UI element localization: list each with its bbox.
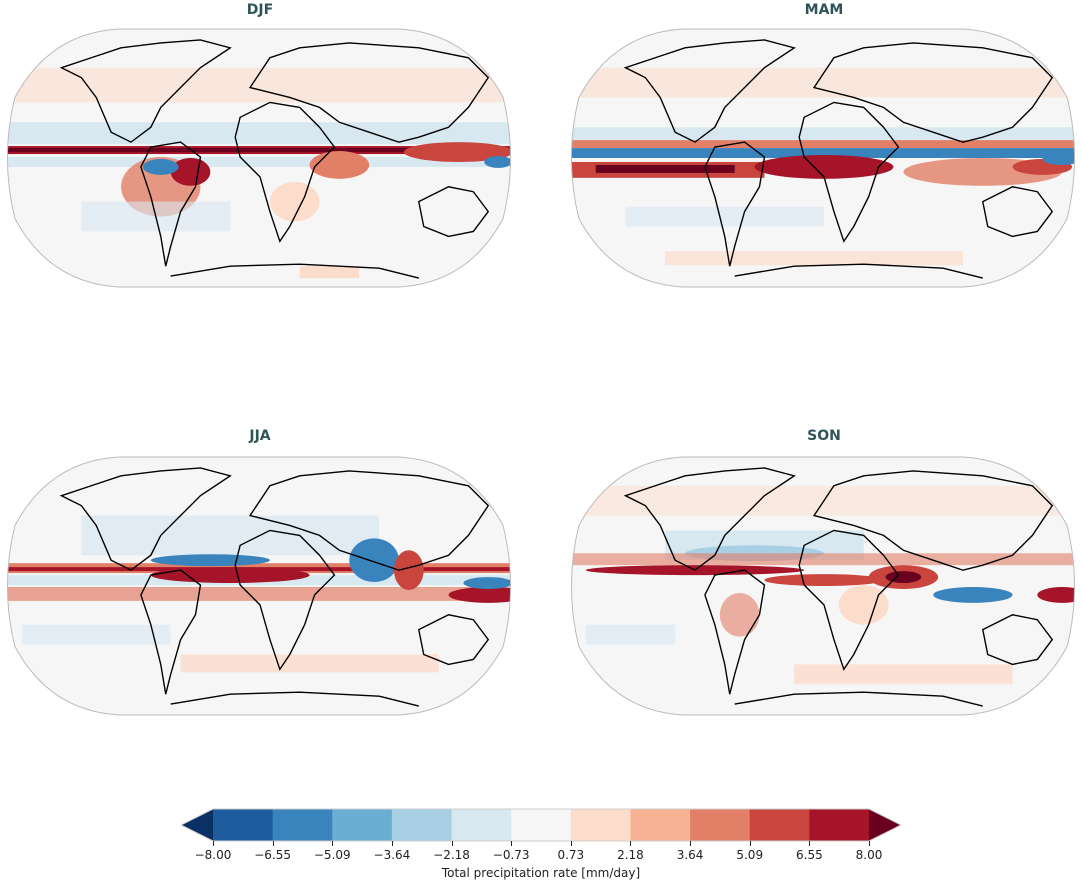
colorbar-segment bbox=[749, 809, 810, 841]
colorbar-tick-label: −2.18 bbox=[433, 848, 470, 862]
panel-title: DJF bbox=[246, 2, 274, 18]
world-map bbox=[6, 456, 512, 716]
colorbar-tick-label: 0.73 bbox=[557, 848, 585, 862]
panel-title: MAM bbox=[804, 2, 844, 18]
colorbar-segment bbox=[391, 809, 453, 841]
world-map bbox=[570, 28, 1076, 288]
colorbar-tick-mark bbox=[511, 841, 513, 846]
colorbar-tick-mark bbox=[332, 841, 334, 846]
colorbar-tick-mark bbox=[570, 841, 572, 846]
colorbar-tick-label: −3.64 bbox=[373, 848, 411, 862]
colorbar-tick-mark bbox=[391, 841, 393, 846]
colorbar-tick-label: −0.73 bbox=[492, 848, 530, 862]
colorbar-tick-mark bbox=[869, 841, 870, 846]
colorbar-tick-label: −6.55 bbox=[254, 848, 292, 862]
colorbar-tick-mark bbox=[272, 841, 274, 846]
colorbar-segment bbox=[272, 809, 333, 841]
colorbar-segment bbox=[570, 809, 631, 841]
world-map bbox=[6, 28, 512, 288]
colorbar-tick-label: 8.00 bbox=[855, 848, 883, 862]
colorbar-tick-label: 2.18 bbox=[617, 848, 644, 862]
colorbar-segment bbox=[690, 809, 751, 841]
colorbar-segment bbox=[511, 809, 572, 841]
colorbar-tick-mark bbox=[749, 841, 751, 846]
colorbar-over-triangle bbox=[869, 809, 901, 841]
colorbar-tick-mark bbox=[451, 841, 453, 846]
map-djf bbox=[0, 28, 518, 288]
colorbar-segment bbox=[332, 809, 393, 841]
colorbar-tick-mark bbox=[809, 841, 811, 846]
colorbar-segment bbox=[809, 809, 870, 841]
colorbar-label: Total precipitation rate [mm/day] bbox=[441, 866, 641, 880]
world-map bbox=[570, 456, 1076, 716]
colorbar-scale bbox=[179, 808, 903, 842]
colorbar-tick-label: 5.09 bbox=[736, 848, 764, 862]
panel-title: JJA bbox=[249, 428, 271, 444]
colorbar-segment bbox=[630, 809, 691, 841]
colorbar-tick-label: 3.64 bbox=[676, 848, 704, 862]
panel-title: SON bbox=[807, 428, 841, 444]
map-son bbox=[564, 456, 1082, 716]
colorbar-segment bbox=[213, 809, 274, 841]
colorbar-tick-label: −8.00 bbox=[194, 848, 232, 862]
map-mam bbox=[564, 28, 1082, 288]
colorbar-tick-label: −5.09 bbox=[313, 848, 351, 862]
colorbar-tick-mark bbox=[213, 841, 214, 846]
colorbar-tick-label: 6.55 bbox=[796, 848, 823, 862]
map-jja bbox=[0, 456, 518, 716]
colorbar-tick-mark bbox=[630, 841, 632, 846]
colorbar-under-triangle bbox=[181, 809, 213, 841]
colorbar bbox=[179, 808, 903, 842]
colorbar-tick-mark bbox=[690, 841, 692, 846]
colorbar-segment bbox=[451, 809, 512, 841]
